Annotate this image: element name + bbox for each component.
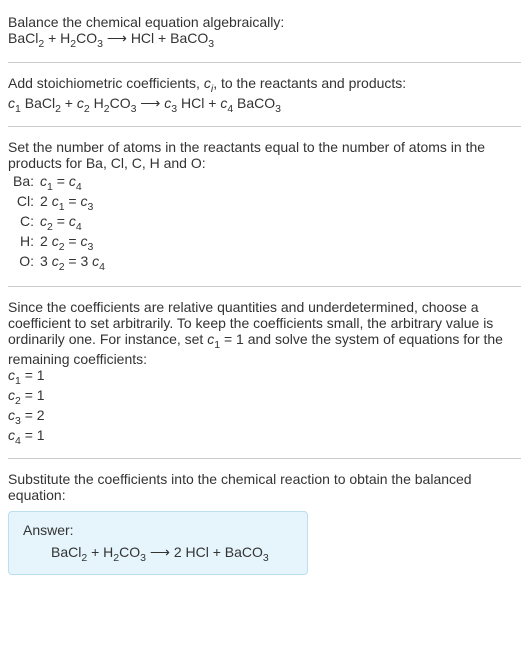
var-c: c <box>52 253 59 269</box>
divider <box>8 458 521 459</box>
conservation-row: C:c2 = c4 <box>8 213 111 233</box>
eq-part: + H <box>44 30 70 46</box>
solve-text: Since the coefficients are relative quan… <box>8 299 521 367</box>
var-c: c <box>69 213 76 229</box>
eq-part: CO <box>119 544 140 560</box>
eq-part: = <box>53 213 69 229</box>
conservation-row: Ba:c1 = c4 <box>8 173 111 193</box>
coef-idx: 3 <box>88 241 94 253</box>
conservation-eq: c1 = c4 <box>40 173 111 193</box>
eq-part: BaCl <box>51 544 81 560</box>
section-coefficients: Add stoichiometric coefficients, ci, to … <box>8 69 521 121</box>
eq-part: = 2 <box>21 407 45 423</box>
section-problem: Balance the chemical equation algebraica… <box>8 8 521 56</box>
eq-part: = <box>65 193 81 209</box>
eq-part: = <box>53 173 69 189</box>
answer-box: Answer: BaCl2 + H2CO3 ⟶ 2 HCl + BaCO3 <box>8 511 308 575</box>
subscript: 3 <box>208 38 214 50</box>
conservation-table: Ba:c1 = c4Cl:2 c1 = c3C:c2 = c4H:2 c2 = … <box>8 173 111 272</box>
conservation-text: Set the number of atoms in the reactants… <box>8 139 521 171</box>
var-c: c <box>52 193 59 209</box>
var-c: c <box>40 213 47 229</box>
divider <box>8 62 521 63</box>
coef: c <box>8 95 15 111</box>
element-label: H: <box>8 233 40 253</box>
section-conservation: Set the number of atoms in the reactants… <box>8 133 521 280</box>
var-c: c <box>40 173 47 189</box>
eq-part: CO <box>110 95 131 111</box>
var-c: c <box>8 427 15 443</box>
var-c: c <box>8 387 15 403</box>
eq-part: HCl + <box>177 95 220 111</box>
conservation-eq: 3 c2 = 3 c4 <box>40 253 111 273</box>
element-label: O: <box>8 253 40 273</box>
element-label: C: <box>8 213 40 233</box>
eq-part: = 1 <box>21 387 45 403</box>
coef-idx: 3 <box>88 201 94 213</box>
conservation-row: Cl:2 c1 = c3 <box>8 193 111 213</box>
var-c: c <box>8 407 15 423</box>
eq-part: ⟶ 2 HCl + BaCO <box>146 544 263 560</box>
solution-row: c2 = 1 <box>8 387 521 407</box>
subscript: 3 <box>275 102 281 114</box>
eq-part: 2 <box>40 233 52 249</box>
solution-row: c4 = 1 <box>8 427 521 447</box>
coefficients-text: Add stoichiometric coefficients, ci, to … <box>8 75 521 95</box>
coef-idx: 4 <box>99 260 105 272</box>
conservation-row: H:2 c2 = c3 <box>8 233 111 253</box>
eq-part: BaCl <box>21 95 55 111</box>
coef-idx: 4 <box>76 181 82 193</box>
solution-values: c1 = 1c2 = 1c3 = 2c4 = 1 <box>8 367 521 446</box>
var-c: c <box>81 233 88 249</box>
solution-row: c1 = 1 <box>8 367 521 387</box>
eq-part: = 1 <box>21 427 45 443</box>
solution-row: c3 = 2 <box>8 407 521 427</box>
eq-part: 2 <box>40 193 52 209</box>
conservation-eq: c2 = c4 <box>40 213 111 233</box>
answer-intro: Substitute the coefficients into the che… <box>8 471 521 503</box>
element-label: Cl: <box>8 193 40 213</box>
eq-part: = 1 <box>21 367 45 383</box>
text-part: , to the reactants and products: <box>213 75 406 91</box>
section-answer: Substitute the coefficients into the che… <box>8 465 521 581</box>
eq-part: ⟶ HCl + BaCO <box>103 30 208 46</box>
eq-part: H <box>90 95 104 111</box>
eq-part: 3 <box>40 253 52 269</box>
eq-part: = <box>65 233 81 249</box>
var-c: c <box>69 173 76 189</box>
section-solve: Since the coefficients are relative quan… <box>8 293 521 452</box>
coefficient-equation: c1 BaCl2 + c2 H2CO3 ⟶ c3 HCl + c4 BaCO3 <box>8 95 521 115</box>
unbalanced-equation: BaCl2 + H2CO3 ⟶ HCl + BaCO3 <box>8 30 521 50</box>
problem-title: Balance the chemical equation algebraica… <box>8 14 521 30</box>
eq-part: + <box>61 95 77 111</box>
conservation-eq: 2 c1 = c3 <box>40 193 111 213</box>
subscript: 3 <box>263 552 269 564</box>
coef: c <box>77 95 84 111</box>
divider <box>8 126 521 127</box>
conservation-row: O:3 c2 = 3 c4 <box>8 253 111 273</box>
eq-part: ⟶ <box>136 95 164 111</box>
element-label: Ba: <box>8 173 40 193</box>
eq-part: + H <box>87 544 113 560</box>
eq-part: BaCO <box>233 95 275 111</box>
text-part: Add stoichiometric coefficients, <box>8 75 204 91</box>
divider <box>8 286 521 287</box>
var-c: c <box>8 367 15 383</box>
eq-part: CO <box>76 30 97 46</box>
eq-part: BaCl <box>8 30 38 46</box>
answer-label: Answer: <box>23 522 293 538</box>
eq-part: = 3 <box>65 253 93 269</box>
conservation-eq: 2 c2 = c3 <box>40 233 111 253</box>
balanced-equation: BaCl2 + H2CO3 ⟶ 2 HCl + BaCO3 <box>23 544 293 564</box>
coef-idx: 4 <box>76 221 82 233</box>
var-c: c <box>52 233 59 249</box>
var-c: c <box>204 75 211 91</box>
var-c: c <box>81 193 88 209</box>
